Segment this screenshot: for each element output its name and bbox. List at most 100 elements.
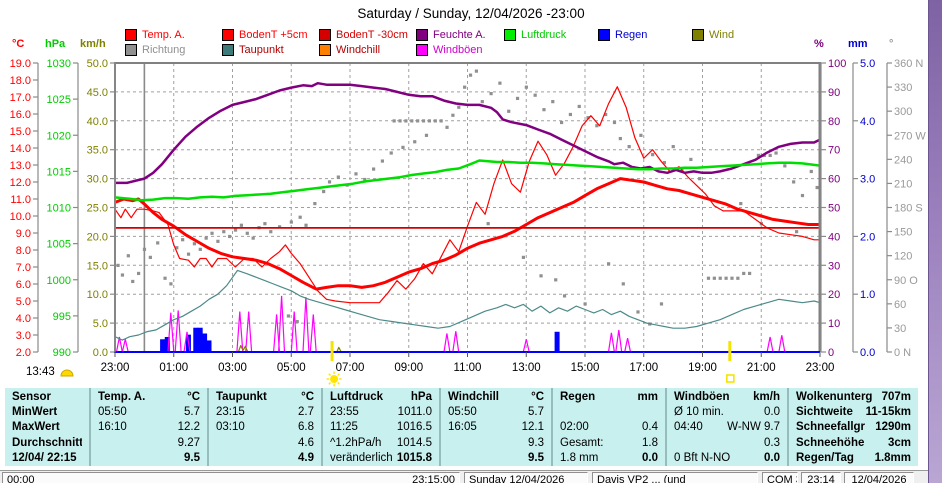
table-cell: [441, 451, 528, 466]
svg-text:15:00: 15:00: [571, 362, 600, 374]
table-cell: 04:40: [674, 421, 703, 434]
table-cell: 23:15: [216, 406, 245, 419]
table-cell: 0.0: [764, 451, 780, 464]
table-row: Schneehöhe 3cm: [789, 436, 918, 451]
svg-text:07:00: 07:00: [336, 362, 365, 374]
svg-text:3.0: 3.0: [860, 174, 875, 186]
legend-item-regen[interactable]: Regen: [598, 29, 647, 41]
svg-text:50.0: 50.0: [87, 58, 108, 70]
legend-item-windb-en[interactable]: Windböen: [416, 44, 483, 56]
table-cell: W-NW 9.7: [727, 421, 780, 434]
table-row: 11:25 1016.5: [323, 420, 439, 435]
table-cell: Windchill: [448, 391, 500, 403]
table-column-regen: Regen mm 02:00 0.4 Gesamt: 1.8 1.8 mm 0.0: [551, 388, 665, 466]
svg-text:90 O: 90 O: [894, 275, 918, 287]
table-cell: 9.3: [528, 436, 544, 449]
chart-plot-area[interactable]: [115, 63, 820, 352]
table-row: veränderlich 1015.8: [323, 451, 439, 466]
svg-text:17:00: 17:00: [629, 362, 658, 374]
svg-text:6.0: 6.0: [16, 279, 31, 291]
table-column-sensor: Sensor MinWert MaxWert Durchschnitt 12/04/ 2…: [5, 388, 89, 466]
table-cell: veränderlich: [330, 451, 393, 464]
sun-markers: [326, 341, 735, 387]
legend-item-taupunkt[interactable]: Taupunkt: [222, 44, 284, 56]
svg-text:20.0: 20.0: [87, 231, 108, 243]
svg-text:1015: 1015: [47, 166, 71, 178]
svg-text:0.0: 0.0: [860, 347, 875, 359]
svg-text:23:00: 23:00: [806, 362, 835, 374]
axis-: 0 10 20 30 40 50 60 70 80 90 100: [820, 58, 846, 359]
legend-item-feuchte-a[interactable]: Feuchte A.: [416, 29, 486, 41]
svg-text:1000: 1000: [47, 275, 71, 287]
table-cell: [91, 451, 184, 466]
table-row: 16:05 12.1: [441, 420, 551, 435]
axis-c: 2.0 3.0 4.0 5.0 6.0 7.0 8.0 9.0 10.0 11.0 12.0 13.0…: [10, 58, 39, 359]
axis-km-h: 0.0 5.0 10.0 15.0 20.0 25.0 30.0 35.0 40.0 45.0 50…: [87, 58, 116, 359]
legend-label: BodenT +5cm: [239, 29, 308, 41]
svg-text:23:00: 23:00: [101, 362, 130, 374]
table-cell: 11-15km: [865, 406, 911, 419]
table-row: MaxWert: [5, 420, 89, 435]
legend-label: Luftdruck: [521, 29, 567, 41]
table-cell: [658, 405, 665, 420]
table-cell: 12/04/ 22:15: [12, 451, 77, 464]
table-cell: 12.1: [521, 421, 544, 434]
table-cell: 1.8 mm: [560, 451, 599, 464]
legend-item-bodent-5cm[interactable]: BodenT +5cm: [222, 29, 308, 41]
table-cell: MaxWert: [12, 421, 60, 434]
table-cell: Gesamt:: [560, 436, 604, 449]
svg-text:0: 0: [828, 347, 834, 359]
table-row: 4.9: [209, 451, 321, 466]
table-cell: Ø 10 min.: [674, 406, 724, 419]
svg-text:210: 210: [894, 178, 912, 190]
table-row: Temp. A. °C: [91, 390, 207, 405]
svg-text:240: 240: [894, 154, 912, 166]
weather-chart: 2.0 3.0 4.0 5.0 6.0 7.0 8.0 9.0 10.0 11.0 12.0 13.0…: [10, 58, 926, 387]
table-cell: ^1.2hPa/h: [330, 436, 382, 449]
svg-text:180 S: 180 S: [894, 203, 923, 215]
table-cell: 0.0: [642, 451, 658, 464]
legend-swatch-bodent-5cm: [222, 29, 234, 41]
status-text: 23:15:00: [412, 474, 455, 483]
legend-swatch-windb-en: [416, 44, 428, 56]
table-cell: 12.2: [177, 421, 200, 434]
legend-label: Feuchte A.: [433, 29, 486, 41]
legend-item-windchill[interactable]: Windchill: [319, 44, 380, 56]
table-row: 9.5: [441, 451, 551, 466]
legend-item-temp-a[interactable]: Temp. A.: [125, 29, 185, 41]
table-cell: 707m: [881, 391, 911, 403]
stats-table: Sensor MinWert MaxWert Durchschnitt 12/04/ 2…: [5, 388, 918, 466]
table-cell: Luftdruck: [330, 391, 384, 403]
svg-text:50: 50: [828, 203, 840, 215]
legend-item-bodent-30cm[interactable]: BodenT -30cm: [319, 29, 408, 41]
svg-text:2.0: 2.0: [860, 231, 875, 243]
table-cell: 1290m: [875, 421, 911, 434]
legend-label: Regen: [615, 29, 648, 41]
table-row: 05:50 5.7: [441, 405, 551, 420]
table-cell: Schneefallgr: [796, 421, 866, 434]
table-row: Ø 10 min. 0.0: [667, 405, 787, 420]
svg-text:1010: 1010: [47, 203, 71, 215]
table-cell: 0.4: [642, 421, 658, 434]
svg-text:5.0: 5.0: [16, 296, 31, 308]
table-cell: [209, 436, 298, 451]
table-column-windb-en: Windböen km/h Ø 10 min. 0.0 04:40 W-NW 9.7 0.3…: [665, 388, 787, 466]
legend-swatch-luftdruck: [504, 29, 516, 41]
legend-item-luftdruck[interactable]: Luftdruck: [504, 29, 566, 41]
table-column-windchill: Windchill °C 05:50 5.7 16:05 12.1 9.3 9.5: [439, 388, 551, 466]
legend-label: BodenT -30cm: [336, 29, 408, 41]
legend-item-richtung[interactable]: Richtung: [125, 44, 185, 56]
table-cell: [82, 451, 89, 466]
table-cell: [82, 405, 89, 420]
unit-label-mm: mm: [848, 38, 868, 50]
table-column-taupunkt: Taupunkt °C 23:15 2.7 03:10 6.8 4.6 4.9: [207, 388, 321, 466]
table-cell: 11:25: [330, 421, 358, 434]
svg-text:19:00: 19:00: [688, 362, 717, 374]
table-cell: °C: [301, 391, 314, 403]
svg-text:05:00: 05:00: [277, 362, 306, 374]
table-cell: 1016.5: [396, 421, 432, 434]
svg-text:16.0: 16.0: [10, 109, 31, 121]
legend-item-wind[interactable]: Wind: [692, 29, 734, 41]
table-row: 0 Bft N-NO 0.0: [667, 451, 787, 466]
table-cell: Sichtweite: [796, 406, 853, 419]
